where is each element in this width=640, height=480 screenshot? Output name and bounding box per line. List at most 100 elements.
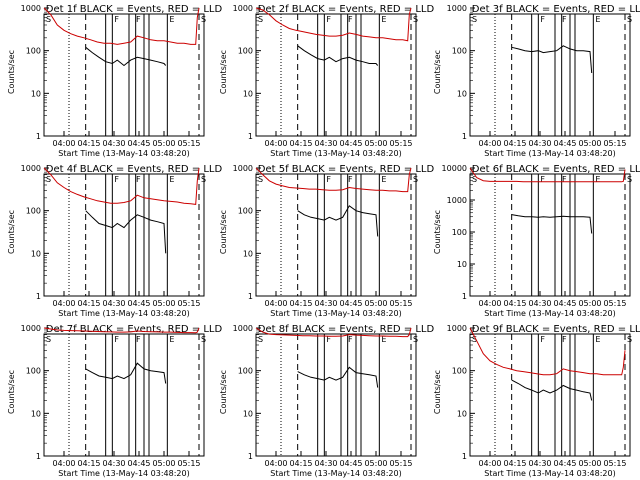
chart-title: Det 3f BLACK = Events, RED = LLD xyxy=(472,4,640,15)
band-label: F xyxy=(114,335,119,344)
plot-frame xyxy=(255,333,417,457)
chart-title: Det 1f BLACK = Events, RED = LLD xyxy=(46,4,223,15)
y-tick-label: 1 xyxy=(248,132,253,141)
lld-series-line xyxy=(43,327,200,334)
lld-series-line xyxy=(255,7,412,42)
chart-title: Det 8f BLACK = Events, RED = LLD xyxy=(258,324,435,335)
x-axis-label: Start Time (13-May-14 03:48:20) xyxy=(58,149,189,158)
band-label: E xyxy=(381,335,386,344)
y-tick-label: 10 xyxy=(31,249,41,258)
y-tick-label: 1 xyxy=(248,292,253,301)
x-tick-label: 04:15 xyxy=(289,139,312,148)
y-tick-label: 100 xyxy=(452,228,467,237)
x-tick-label: 05:00 xyxy=(364,459,387,468)
y-tick-label: 100 xyxy=(238,47,253,56)
band-label: S xyxy=(472,15,477,24)
plot-frame xyxy=(43,13,205,137)
x-tick-label: 05:15 xyxy=(389,459,412,468)
x-tick-label: 04:15 xyxy=(77,139,100,148)
x-tick-label: 04:30 xyxy=(102,139,125,148)
y-tick-label: 100 xyxy=(26,47,41,56)
x-axis-label: Start Time (13-May-14 03:48:20) xyxy=(270,149,401,158)
lld-series-line xyxy=(43,7,200,45)
y-tick-label: 1000 xyxy=(21,324,41,333)
events-series-line xyxy=(85,210,167,254)
x-tick-label: 04:00 xyxy=(478,299,501,308)
y-tick-label: 100 xyxy=(238,367,253,376)
chart-panel: Det 6f BLACK = Events, RED = LLD 1 10 100 10… xyxy=(433,164,640,318)
plot-frame xyxy=(469,173,631,297)
band-label: F xyxy=(136,335,141,344)
band-label: S xyxy=(472,175,477,184)
y-tick-label: 1000 xyxy=(233,164,253,173)
band-label: F xyxy=(114,15,119,24)
plot-frame xyxy=(43,173,205,297)
y-axis-label: Counts/sec xyxy=(433,370,442,414)
band-label: E xyxy=(169,335,174,344)
x-tick-label: 04:15 xyxy=(77,459,100,468)
x-tick-label: 04:15 xyxy=(503,459,526,468)
band-label: E xyxy=(169,15,174,24)
band-label: S xyxy=(627,15,632,24)
chart-title: Det 2f BLACK = Events, RED = LLD xyxy=(258,4,435,15)
x-tick-label: 05:15 xyxy=(389,299,412,308)
y-tick-label: 1000 xyxy=(233,324,253,333)
y-axis-label: Counts/sec xyxy=(219,370,228,414)
y-tick-label: 1000 xyxy=(447,4,467,13)
y-tick-label: 10 xyxy=(457,260,467,269)
y-tick-label: 10000 xyxy=(442,164,467,173)
x-tick-label: 04:00 xyxy=(478,459,501,468)
x-tick-label: 05:15 xyxy=(389,139,412,148)
x-tick-label: 05:15 xyxy=(177,139,200,148)
x-tick-label: 04:30 xyxy=(528,459,551,468)
x-tick-label: 04:30 xyxy=(528,139,551,148)
x-tick-label: 04:00 xyxy=(478,139,501,148)
band-label: E xyxy=(595,15,600,24)
x-tick-label: 04:45 xyxy=(339,299,362,308)
y-tick-label: 100 xyxy=(26,207,41,216)
lld-series-line xyxy=(469,167,626,183)
lld-series-line xyxy=(469,327,626,376)
band-label: F xyxy=(114,175,119,184)
x-axis-label: Start Time (13-May-14 03:48:20) xyxy=(484,149,615,158)
band-label: E xyxy=(595,175,600,184)
x-tick-label: 04:30 xyxy=(102,459,125,468)
events-series-line xyxy=(85,46,167,67)
x-tick-label: 05:00 xyxy=(578,299,601,308)
y-tick-label: 100 xyxy=(238,207,253,216)
x-tick-label: 05:00 xyxy=(364,139,387,148)
x-tick-label: 04:45 xyxy=(553,139,576,148)
chart-title: Det 4f BLACK = Events, RED = LLD xyxy=(46,164,223,175)
x-axis-label: Start Time (13-May-14 03:48:20) xyxy=(270,469,401,478)
x-tick-label: 04:45 xyxy=(127,299,150,308)
y-tick-label: 1 xyxy=(462,132,467,141)
y-tick-label: 1 xyxy=(36,132,41,141)
y-axis-label: Counts/sec xyxy=(7,370,16,414)
x-tick-label: 04:45 xyxy=(339,139,362,148)
y-tick-label: 100 xyxy=(26,367,41,376)
x-axis-label: Start Time (13-May-14 03:48:20) xyxy=(58,309,189,318)
events-series-line xyxy=(297,366,379,388)
y-tick-label: 1 xyxy=(248,452,253,461)
band-label: E xyxy=(381,15,386,24)
band-label: F xyxy=(326,15,331,24)
chart-title: Det 6f BLACK = Events, RED = LLD xyxy=(472,164,640,175)
x-tick-label: 04:30 xyxy=(314,139,337,148)
y-tick-label: 100 xyxy=(452,47,467,56)
plot-frame xyxy=(43,333,205,457)
chart-title: Det 5f BLACK = Events, RED = LLD xyxy=(258,164,435,175)
chart-panel: Det 4f BLACK = Events, RED = LLD 1 10 100 10… xyxy=(7,164,222,318)
band-label: S xyxy=(627,335,632,344)
band-label: F xyxy=(136,175,141,184)
band-label: S xyxy=(627,175,632,184)
x-tick-label: 05:00 xyxy=(152,459,175,468)
events-series-line xyxy=(85,362,167,384)
x-tick-label: 04:30 xyxy=(102,299,125,308)
band-label: S xyxy=(46,335,51,344)
events-series-line xyxy=(511,45,593,74)
x-tick-label: 04:15 xyxy=(289,299,312,308)
x-tick-label: 05:00 xyxy=(578,459,601,468)
x-axis-label: Start Time (13-May-14 03:48:20) xyxy=(270,309,401,318)
band-label: F xyxy=(136,15,141,24)
band-label: S xyxy=(258,175,263,184)
